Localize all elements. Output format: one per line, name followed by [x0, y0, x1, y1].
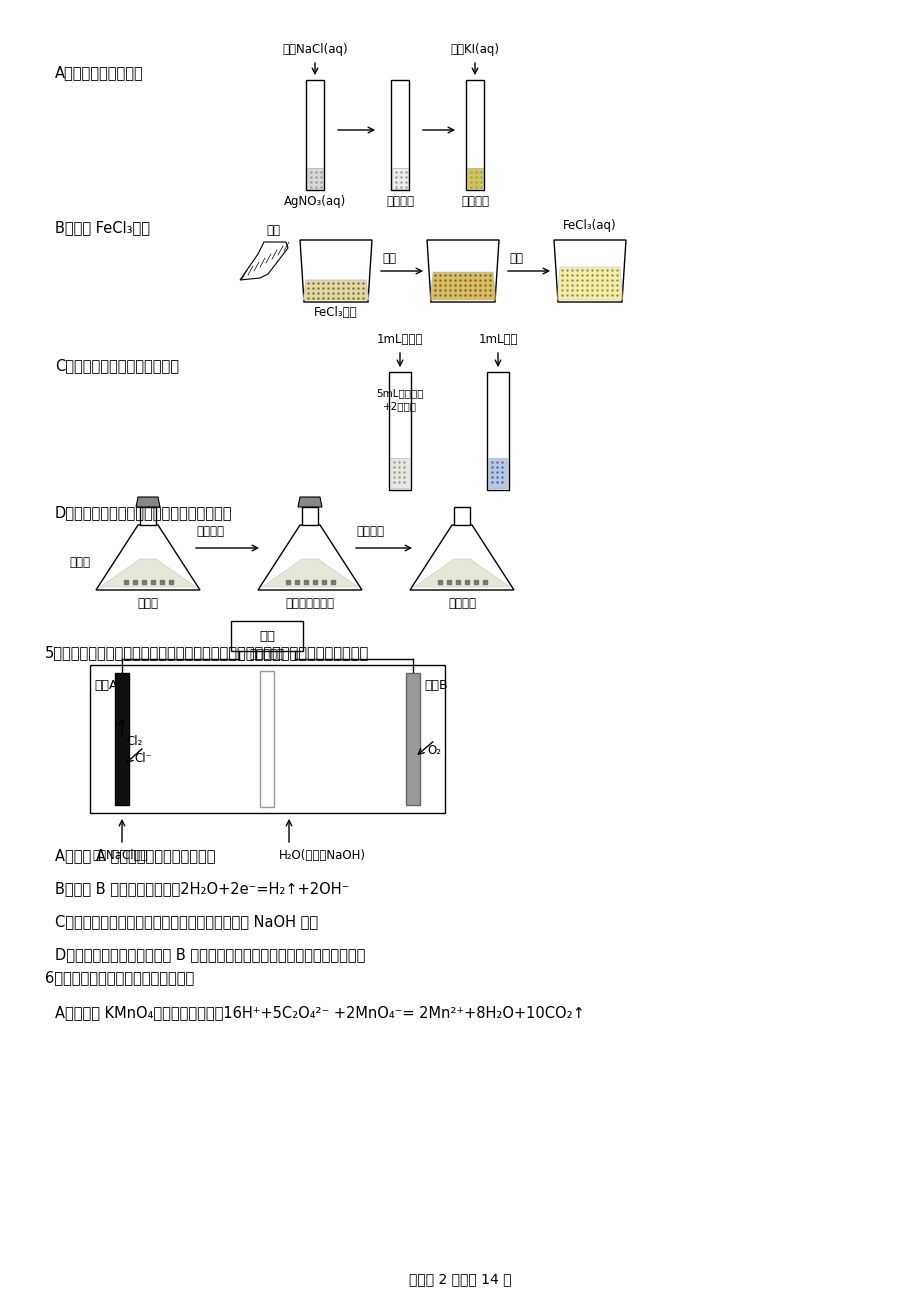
Text: 打开瓶塞: 打开瓶塞: [356, 525, 383, 538]
Text: 黄色沉淠: 黄色沉淠: [460, 195, 489, 208]
Polygon shape: [300, 240, 371, 302]
Text: D．改进设计中通过提高电极 B 上反应物的氧化性来降低电解电压，减少能耗: D．改进设计中通过提高电极 B 上反应物的氧化性来降低电解电压，减少能耗: [55, 947, 365, 962]
Text: C．溶解淠粉在不同条件下水解: C．溶解淠粉在不同条件下水解: [55, 358, 179, 372]
Text: Cl⁻: Cl⁻: [134, 751, 152, 764]
Polygon shape: [240, 242, 288, 280]
Text: 1mL稀硫酸: 1mL稀硫酸: [377, 333, 423, 346]
Text: O₂: O₂: [426, 743, 440, 756]
Text: 待不再产生气泡: 待不再产生气泡: [285, 598, 335, 611]
Polygon shape: [426, 240, 498, 302]
Text: 充分反应: 充分反应: [196, 525, 223, 538]
Bar: [487, 458, 507, 488]
Text: 5mL淠粉溶液: 5mL淠粉溶液: [376, 388, 424, 398]
Bar: [467, 168, 482, 189]
Bar: [90, 665, 445, 812]
Text: 白色沉淠: 白色沉淠: [386, 195, 414, 208]
Bar: [231, 621, 302, 651]
Polygon shape: [136, 497, 160, 506]
Text: 试卷第 2 页，共 14 页: 试卷第 2 页，共 14 页: [408, 1272, 511, 1286]
Polygon shape: [453, 506, 470, 525]
Polygon shape: [429, 272, 495, 299]
Text: Cl₂: Cl₂: [126, 736, 142, 749]
Text: C．应选用阳离子交换膜，在右室获得浓度较高的 NaOH 溶液: C．应选用阳离子交换膜，在右室获得浓度较高的 NaOH 溶液: [55, 914, 318, 930]
Text: 足量NaCl(aq): 足量NaCl(aq): [282, 43, 347, 56]
Polygon shape: [298, 497, 322, 506]
Text: 稀释: 稀释: [508, 253, 522, 266]
Polygon shape: [414, 559, 509, 587]
Text: FeCl₃(aq): FeCl₃(aq): [562, 219, 616, 232]
Text: 饱和NaCl溶液: 饱和NaCl溶液: [92, 849, 147, 862]
Text: 溶解: 溶解: [381, 253, 395, 266]
Bar: [306, 79, 323, 190]
Polygon shape: [140, 506, 156, 525]
Polygon shape: [553, 240, 625, 302]
Text: 电源: 电源: [259, 629, 275, 642]
Text: 盐酸: 盐酸: [266, 224, 279, 237]
Text: AgNO₃(aq): AgNO₃(aq): [284, 195, 346, 208]
Bar: [390, 458, 410, 488]
Polygon shape: [301, 506, 318, 525]
Text: +2滴碳水: +2滴碳水: [382, 401, 416, 411]
Text: 6．下列有关离子方程式书写正确的是: 6．下列有关离子方程式书写正确的是: [45, 970, 194, 986]
Text: 少量KI(aq): 少量KI(aq): [450, 43, 499, 56]
Bar: [307, 168, 323, 189]
Text: 1mL礈液: 1mL礈液: [478, 333, 517, 346]
Text: 稀盐酸: 稀盐酸: [69, 556, 90, 569]
Bar: [260, 671, 274, 807]
Polygon shape: [410, 525, 514, 590]
Bar: [486, 372, 508, 490]
Text: FeCl₃晶体: FeCl₃晶体: [314, 306, 357, 319]
Bar: [466, 79, 483, 190]
Text: 出现气泡: 出现气泡: [448, 598, 475, 611]
Polygon shape: [96, 525, 199, 590]
Text: 电极A: 电极A: [94, 680, 118, 691]
Polygon shape: [100, 559, 196, 587]
Text: B．配制 FeCl₃溶液: B．配制 FeCl₃溶液: [55, 220, 150, 234]
Bar: [391, 168, 407, 189]
Text: 石灰石: 石灰石: [137, 598, 158, 611]
Text: 电极B: 电极B: [424, 680, 448, 691]
Bar: [405, 673, 420, 805]
Bar: [389, 372, 411, 490]
Bar: [115, 673, 129, 805]
Text: A．垄化銀沉淠的转化: A．垄化銀沉淠的转化: [55, 65, 143, 79]
Text: H₂O(含少量NaOH): H₂O(含少量NaOH): [278, 849, 366, 862]
Polygon shape: [262, 559, 357, 587]
Text: 5．氯碱工业能耗大，通过如图改进的设计可大幅度降低能耗，下列说法不正确的是: 5．氯碱工业能耗大，通过如图改进的设计可大幅度降低能耗，下列说法不正确的是: [45, 644, 369, 660]
Text: A．电极 A 接电源正极，发生氧化反应: A．电极 A 接电源正极，发生氧化反应: [55, 848, 215, 863]
Bar: [391, 79, 409, 190]
Polygon shape: [556, 267, 622, 299]
Text: B．电极 B 的电极反应式为：2H₂O+2e⁻=H₂↑+2OH⁻: B．电极 B 的电极反应式为：2H₂O+2e⁻=H₂↑+2OH⁻: [55, 881, 349, 896]
Text: D．探究石灰石与稀盐酸在密闭环境下的反应: D．探究石灰石与稀盐酸在密闭环境下的反应: [55, 505, 233, 519]
Polygon shape: [302, 280, 369, 299]
Text: 离子交换膜: 离子交换膜: [249, 648, 284, 661]
Polygon shape: [257, 525, 361, 590]
Text: A．用酸性 KMnO₄标准液滴定草酸：16H⁺+5C₂O₄²⁻ +2MnO₄⁻= 2Mn²⁺+8H₂O+10CO₂↑: A．用酸性 KMnO₄标准液滴定草酸：16H⁺+5C₂O₄²⁻ +2MnO₄⁻=…: [55, 1005, 584, 1019]
